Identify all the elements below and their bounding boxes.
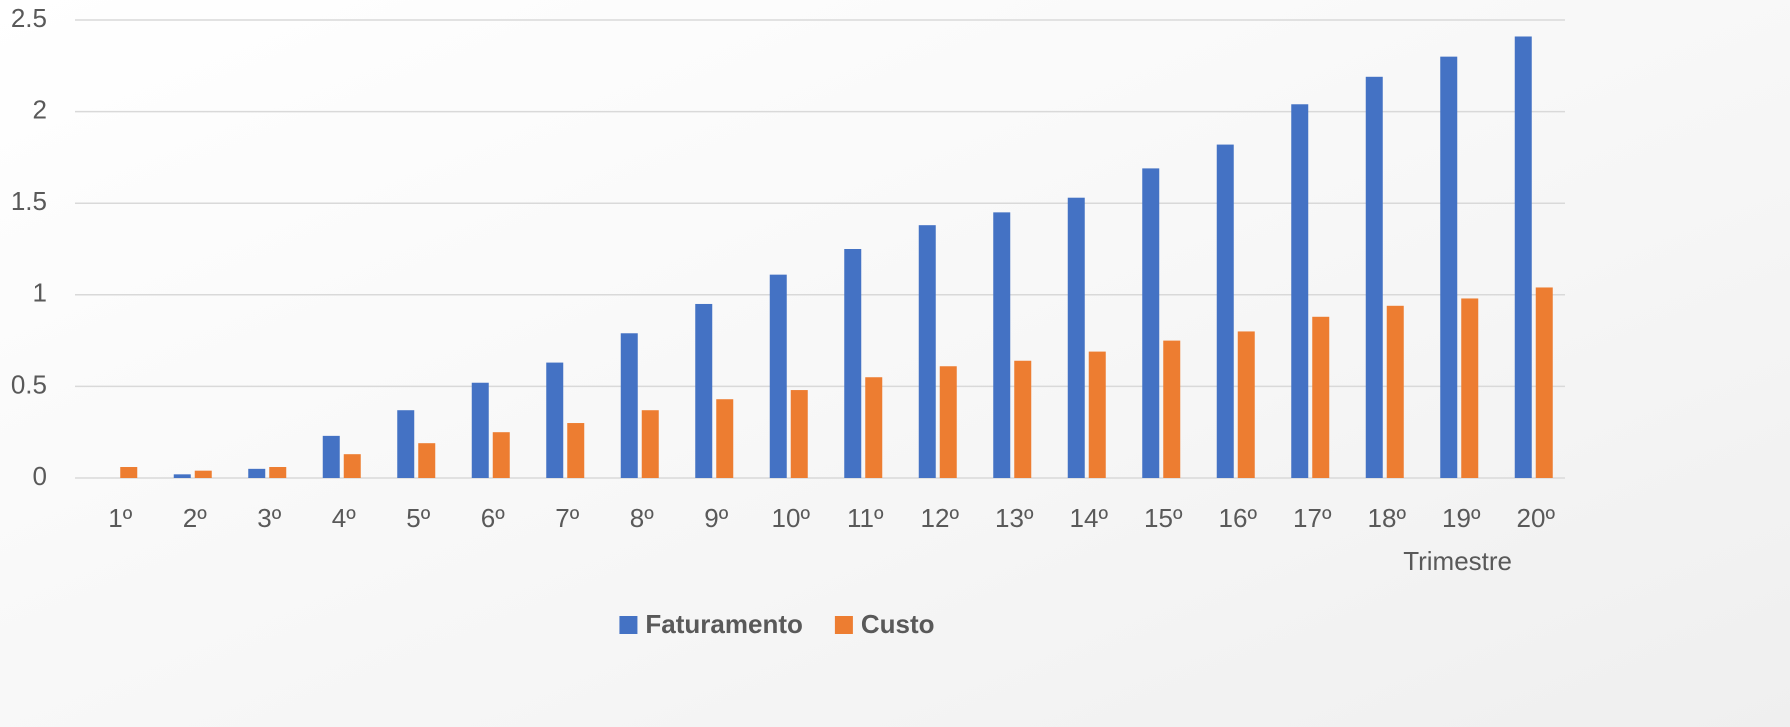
bar xyxy=(844,249,862,478)
x-tick-label: 7º xyxy=(555,503,579,533)
bar xyxy=(1291,104,1309,478)
bar xyxy=(1386,305,1404,478)
y-tick-label: 0 xyxy=(33,461,47,491)
bar xyxy=(641,410,659,478)
y-tick-label: 0.5 xyxy=(11,369,47,399)
x-tick-label: 2º xyxy=(183,503,207,533)
bar xyxy=(993,212,1011,479)
bar xyxy=(269,467,287,478)
bar xyxy=(1163,340,1181,478)
x-tick-label: 15º xyxy=(1144,503,1183,533)
bar xyxy=(1514,36,1532,478)
x-tick-label: 11º xyxy=(847,503,884,533)
bar xyxy=(918,225,936,478)
x-tick-label: 12º xyxy=(921,503,960,533)
legend-label: Custo xyxy=(861,609,935,639)
bar xyxy=(1535,287,1553,478)
bar xyxy=(194,470,212,478)
bar xyxy=(1142,168,1160,478)
x-tick-label: 9º xyxy=(704,503,728,533)
bar xyxy=(769,274,787,478)
x-tick-label: 13º xyxy=(995,503,1034,533)
bar xyxy=(248,468,266,478)
x-tick-label: 1º xyxy=(108,503,132,533)
bar xyxy=(1088,351,1106,478)
bar xyxy=(492,432,510,478)
bar xyxy=(546,362,564,478)
bar xyxy=(716,399,734,478)
y-tick-label: 2 xyxy=(33,94,47,124)
x-tick-label: 18º xyxy=(1368,503,1407,533)
bar xyxy=(343,454,361,478)
bar xyxy=(322,435,340,478)
bar xyxy=(939,366,957,478)
x-tick-label: 4º xyxy=(332,503,356,533)
legend-swatch xyxy=(619,616,638,634)
bar xyxy=(1312,316,1330,478)
bar xyxy=(120,467,138,478)
bar xyxy=(620,333,638,478)
bar xyxy=(1067,197,1085,479)
bar xyxy=(1216,144,1234,479)
x-tick-label: 19º xyxy=(1442,503,1481,533)
bar xyxy=(695,303,713,478)
x-tick-label: 8º xyxy=(630,503,654,533)
bar xyxy=(173,474,191,478)
x-tick-label: 14º xyxy=(1070,503,1109,533)
bar xyxy=(1014,360,1032,478)
bar xyxy=(471,382,489,478)
x-tick-label: 16º xyxy=(1219,503,1258,533)
bar xyxy=(1461,298,1479,478)
x-tick-label: 3º xyxy=(257,503,281,533)
y-tick-label: 1 xyxy=(33,278,47,308)
bar xyxy=(418,443,436,478)
x-tick-label: 6º xyxy=(481,503,505,533)
bar xyxy=(865,377,883,478)
x-tick-label: 10º xyxy=(772,503,811,533)
y-tick-label: 1.5 xyxy=(11,186,47,216)
bar xyxy=(1440,56,1458,478)
x-tick-label: 20º xyxy=(1517,503,1556,533)
y-tick-label: 2.5 xyxy=(11,3,47,33)
bar xyxy=(567,423,585,478)
x-tick-label: 5º xyxy=(406,503,430,533)
x-axis-label: Trimestre xyxy=(1403,546,1512,576)
bar xyxy=(790,390,808,478)
x-tick-label: 17º xyxy=(1293,503,1332,533)
legend-label: Faturamento xyxy=(645,609,802,639)
bar xyxy=(1237,331,1255,478)
bar xyxy=(397,410,415,478)
legend-swatch xyxy=(834,616,853,634)
bar xyxy=(1365,76,1383,479)
